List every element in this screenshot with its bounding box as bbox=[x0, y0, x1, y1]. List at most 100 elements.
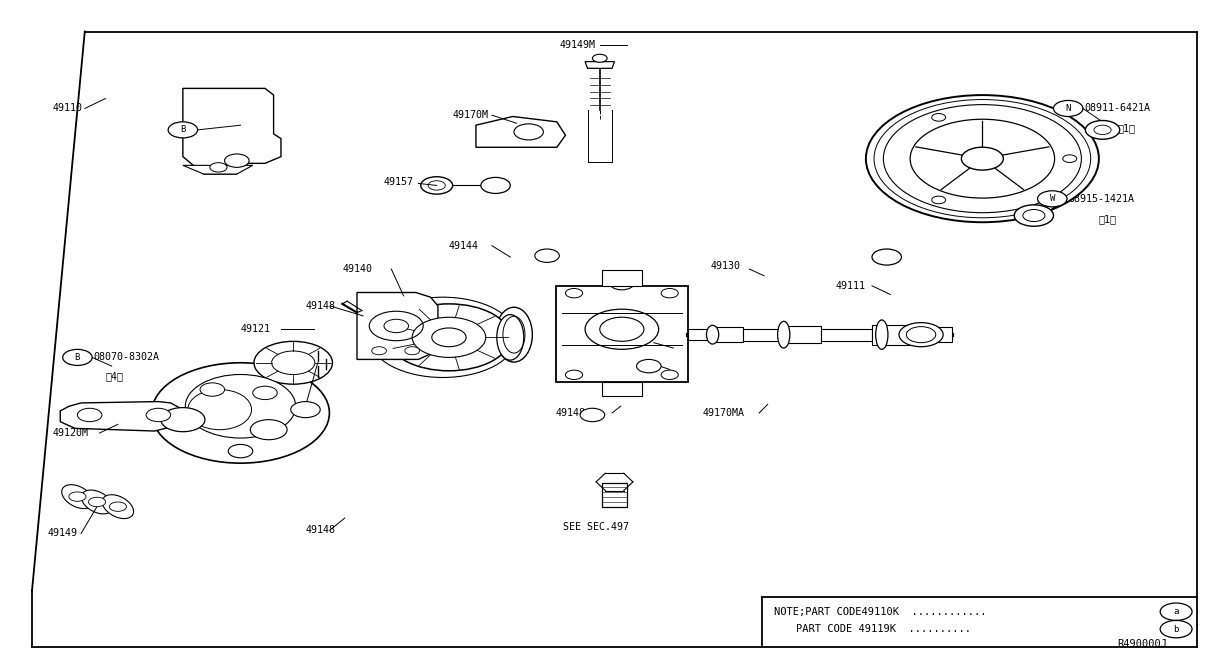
Text: 49144: 49144 bbox=[449, 241, 479, 251]
Circle shape bbox=[200, 383, 225, 396]
Text: 49110: 49110 bbox=[53, 103, 82, 114]
Circle shape bbox=[884, 105, 1082, 213]
Circle shape bbox=[88, 497, 106, 507]
Text: NOTE;PART CODE49110K  ............: NOTE;PART CODE49110K ............ bbox=[774, 607, 987, 617]
Bar bbox=[780, 326, 821, 343]
Circle shape bbox=[961, 147, 1003, 170]
Text: PART CODE 49119K  ..........: PART CODE 49119K .......... bbox=[796, 624, 971, 634]
Circle shape bbox=[69, 492, 86, 501]
Circle shape bbox=[146, 409, 171, 421]
Circle shape bbox=[229, 444, 253, 458]
Text: 08120-8202E: 08120-8202E bbox=[200, 125, 265, 135]
Bar bbox=[821, 329, 873, 341]
Text: （4）: （4） bbox=[106, 371, 124, 381]
Circle shape bbox=[873, 249, 901, 265]
Circle shape bbox=[1014, 205, 1053, 226]
Circle shape bbox=[535, 249, 559, 262]
Text: 49170M: 49170M bbox=[452, 110, 489, 120]
Circle shape bbox=[371, 347, 386, 355]
Ellipse shape bbox=[876, 320, 887, 349]
Text: 49120M: 49120M bbox=[53, 428, 88, 438]
Ellipse shape bbox=[186, 374, 296, 438]
Ellipse shape bbox=[102, 495, 134, 519]
Ellipse shape bbox=[61, 485, 93, 509]
Circle shape bbox=[898, 323, 943, 347]
Circle shape bbox=[866, 95, 1099, 222]
Text: 49148+A: 49148+A bbox=[556, 408, 597, 418]
Text: 49149: 49149 bbox=[48, 528, 77, 538]
Circle shape bbox=[661, 288, 678, 298]
Circle shape bbox=[251, 419, 288, 439]
Text: N: N bbox=[1066, 104, 1070, 113]
Ellipse shape bbox=[707, 325, 719, 344]
Ellipse shape bbox=[151, 363, 329, 463]
Ellipse shape bbox=[495, 307, 532, 362]
Text: 08915-1421A: 08915-1421A bbox=[1068, 194, 1134, 204]
Circle shape bbox=[291, 402, 321, 417]
Text: SEE SEC.497: SEE SEC.497 bbox=[563, 521, 629, 532]
Circle shape bbox=[610, 276, 634, 290]
Text: b: b bbox=[1174, 624, 1179, 634]
Circle shape bbox=[1085, 120, 1120, 139]
Circle shape bbox=[225, 154, 249, 167]
Circle shape bbox=[1063, 155, 1077, 163]
Text: 49140: 49140 bbox=[343, 264, 372, 274]
Ellipse shape bbox=[81, 490, 113, 514]
Text: 49149M: 49149M bbox=[559, 40, 595, 50]
Text: a: a bbox=[1174, 607, 1179, 616]
Text: （1）: （1） bbox=[1099, 214, 1117, 224]
Ellipse shape bbox=[778, 321, 790, 348]
Circle shape bbox=[272, 351, 315, 374]
Text: 49157: 49157 bbox=[383, 177, 413, 187]
Polygon shape bbox=[183, 89, 281, 174]
Circle shape bbox=[661, 370, 678, 380]
Text: R490000J: R490000J bbox=[1117, 639, 1166, 649]
Circle shape bbox=[565, 288, 583, 298]
Polygon shape bbox=[476, 116, 565, 147]
Circle shape bbox=[1160, 603, 1192, 620]
Circle shape bbox=[109, 502, 127, 511]
Circle shape bbox=[210, 163, 227, 172]
Polygon shape bbox=[356, 292, 438, 360]
Text: B: B bbox=[181, 126, 186, 134]
Text: 49116: 49116 bbox=[241, 401, 270, 411]
Polygon shape bbox=[60, 402, 183, 431]
Text: 49121: 49121 bbox=[241, 325, 270, 334]
Circle shape bbox=[932, 114, 945, 121]
Polygon shape bbox=[602, 382, 642, 396]
Polygon shape bbox=[602, 483, 627, 507]
Circle shape bbox=[387, 304, 510, 371]
Text: 49130: 49130 bbox=[710, 261, 740, 271]
Text: 49148: 49148 bbox=[306, 525, 336, 535]
Circle shape bbox=[63, 349, 92, 366]
Circle shape bbox=[565, 370, 583, 380]
Polygon shape bbox=[183, 165, 253, 174]
Bar bbox=[911, 327, 951, 342]
Circle shape bbox=[481, 177, 510, 194]
Text: 49170MA: 49170MA bbox=[703, 408, 745, 418]
Circle shape bbox=[1053, 100, 1083, 116]
Polygon shape bbox=[585, 62, 614, 69]
Circle shape bbox=[253, 386, 278, 400]
Circle shape bbox=[1037, 191, 1067, 207]
Circle shape bbox=[404, 347, 419, 355]
Circle shape bbox=[592, 54, 607, 62]
Text: 08911-6421A: 08911-6421A bbox=[1084, 103, 1150, 114]
Text: （2）: （2） bbox=[229, 145, 246, 155]
Bar bbox=[744, 329, 780, 341]
Circle shape bbox=[161, 408, 205, 431]
Bar bbox=[688, 329, 710, 340]
Circle shape bbox=[254, 341, 333, 384]
Text: 49162M: 49162M bbox=[602, 338, 638, 347]
Polygon shape bbox=[602, 269, 642, 286]
Circle shape bbox=[412, 317, 485, 358]
Circle shape bbox=[77, 409, 102, 421]
Text: W: W bbox=[1050, 194, 1054, 204]
Circle shape bbox=[168, 122, 198, 138]
Circle shape bbox=[580, 409, 605, 421]
Polygon shape bbox=[556, 286, 688, 382]
Text: 49111: 49111 bbox=[836, 281, 865, 291]
Circle shape bbox=[637, 360, 661, 373]
Circle shape bbox=[932, 196, 945, 204]
Text: B: B bbox=[75, 353, 80, 362]
